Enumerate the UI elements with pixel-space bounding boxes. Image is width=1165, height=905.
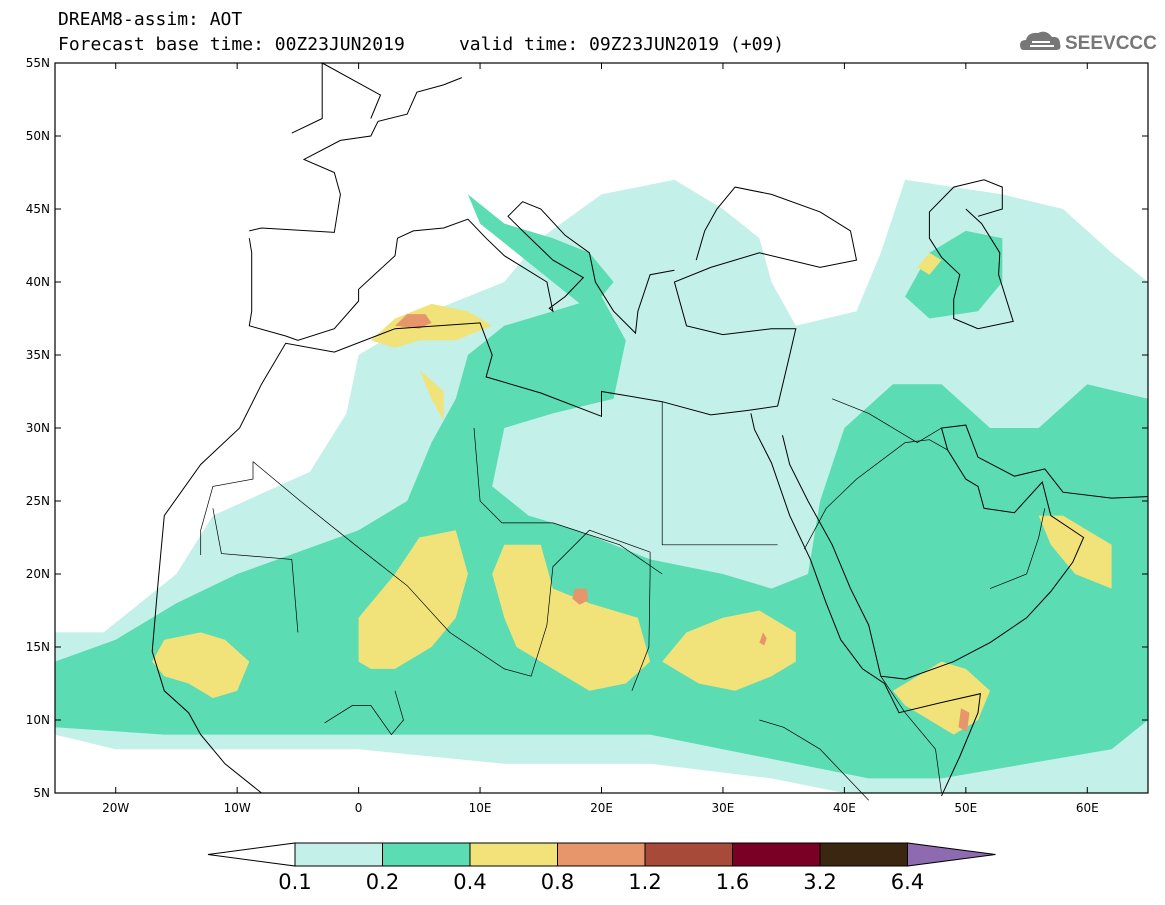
lat-tick-label: 25N xyxy=(26,494,50,508)
cloud-icon: SEEVCCC xyxy=(1020,31,1157,54)
coastline-0 xyxy=(151,186,858,652)
colorbar-label: 0.8 xyxy=(540,870,575,894)
lat-tick-label: 35N xyxy=(26,348,50,362)
coastline-3 xyxy=(249,77,462,233)
colorbar-upper-arrow xyxy=(907,842,996,867)
lon-tick-label: 60E xyxy=(1076,801,1099,815)
aot-contour-0.4-5 xyxy=(419,369,444,421)
coastline-4 xyxy=(291,62,382,134)
border-1 xyxy=(473,427,663,575)
lat-tick-label: 55N xyxy=(26,56,50,70)
lon-tick-label: 30E xyxy=(712,801,735,815)
lat-tick-label: 20N xyxy=(26,567,50,581)
lat-tick-label: 50N xyxy=(26,129,50,143)
aot-contour-0.8-1 xyxy=(572,588,589,605)
colorbar-label: 6.4 xyxy=(890,870,925,894)
aot-contour-0.8-2 xyxy=(759,632,767,646)
aot-contour-0.8-0 xyxy=(395,314,432,329)
aot-contour-0.8-3 xyxy=(958,708,970,732)
lat-tick-label: 15N xyxy=(26,640,50,654)
forecast-time-info: Forecast base time: 00Z23JUN2019 valid t… xyxy=(58,34,785,55)
border-2 xyxy=(661,401,778,546)
colorbar-label: 1.6 xyxy=(715,870,750,894)
lon-tick-label: 50E xyxy=(954,801,977,815)
coastlines xyxy=(151,62,1149,801)
colorbar-segment xyxy=(819,842,908,867)
lon-tick-label: 20E xyxy=(590,801,613,815)
aot-fields xyxy=(55,179,1148,794)
colorbar-label: 0.1 xyxy=(278,870,312,894)
colorbar-segment xyxy=(469,842,558,867)
colorbar-label: 3.2 xyxy=(803,870,837,894)
coastline-7 xyxy=(928,179,1014,330)
colorbar-segment xyxy=(382,842,471,867)
border-4 xyxy=(832,398,942,444)
aot-contour-0.2-2 xyxy=(467,194,614,312)
coastline-6 xyxy=(782,424,1149,680)
border-6 xyxy=(200,461,254,555)
border-5 xyxy=(989,508,1046,589)
border-9 xyxy=(759,719,869,801)
lon-tick-label: 0 xyxy=(355,801,363,815)
aot-contour-0.4-8 xyxy=(917,252,942,275)
seevccc-logo: SEEVCCC xyxy=(1018,26,1158,56)
aot-contour-0.4-0 xyxy=(152,632,250,699)
border-0 xyxy=(252,461,651,691)
colorbar-label: 0.2 xyxy=(365,870,400,894)
colorbar-label: 1.2 xyxy=(628,870,662,894)
lat-tick-label: 40N xyxy=(26,275,50,289)
lon-tick-label: 20W xyxy=(102,801,129,815)
colorbar-segment xyxy=(732,842,821,867)
border-10 xyxy=(880,676,942,794)
colorbar-segment xyxy=(294,842,383,867)
border-7 xyxy=(212,508,299,633)
lon-tick-label: 10W xyxy=(224,801,251,815)
lat-tick-label: 5N xyxy=(33,786,50,800)
colorbar-label: 0.4 xyxy=(453,870,487,894)
colorbar-segment xyxy=(557,842,646,867)
colorbar-lower-arrow xyxy=(207,842,296,867)
logo-text: SEEVCCC xyxy=(1065,33,1157,54)
coastline-5 xyxy=(750,413,981,797)
lat-tick-label: 10N xyxy=(26,713,50,727)
coastline-2 xyxy=(248,201,675,341)
aot-contour-0.4-1 xyxy=(358,530,468,669)
map-title: DREAM8-assim: AOT xyxy=(58,9,243,30)
aot-contour-0.2-1 xyxy=(905,230,1003,319)
aot-contour-0.4-3 xyxy=(662,610,796,691)
border-3 xyxy=(803,439,948,550)
colorbar xyxy=(207,842,996,867)
coastline-1 xyxy=(151,651,262,794)
colorbar-segment xyxy=(644,842,733,867)
aot-contour-0.4-6 xyxy=(1038,515,1112,589)
lon-tick-label: 40E xyxy=(833,801,856,815)
lat-tick-label: 30N xyxy=(26,421,50,435)
lat-tick-label: 45N xyxy=(26,202,50,216)
aot-contour-0.4-2 xyxy=(492,544,651,691)
axis-ticks: 20W 10W 0 10E 20E 30E 40E 50E 60E 55N 50N 45N 40N 35N… xyxy=(26,56,1148,815)
border-8 xyxy=(324,690,404,736)
lon-tick-label: 10E xyxy=(469,801,492,815)
